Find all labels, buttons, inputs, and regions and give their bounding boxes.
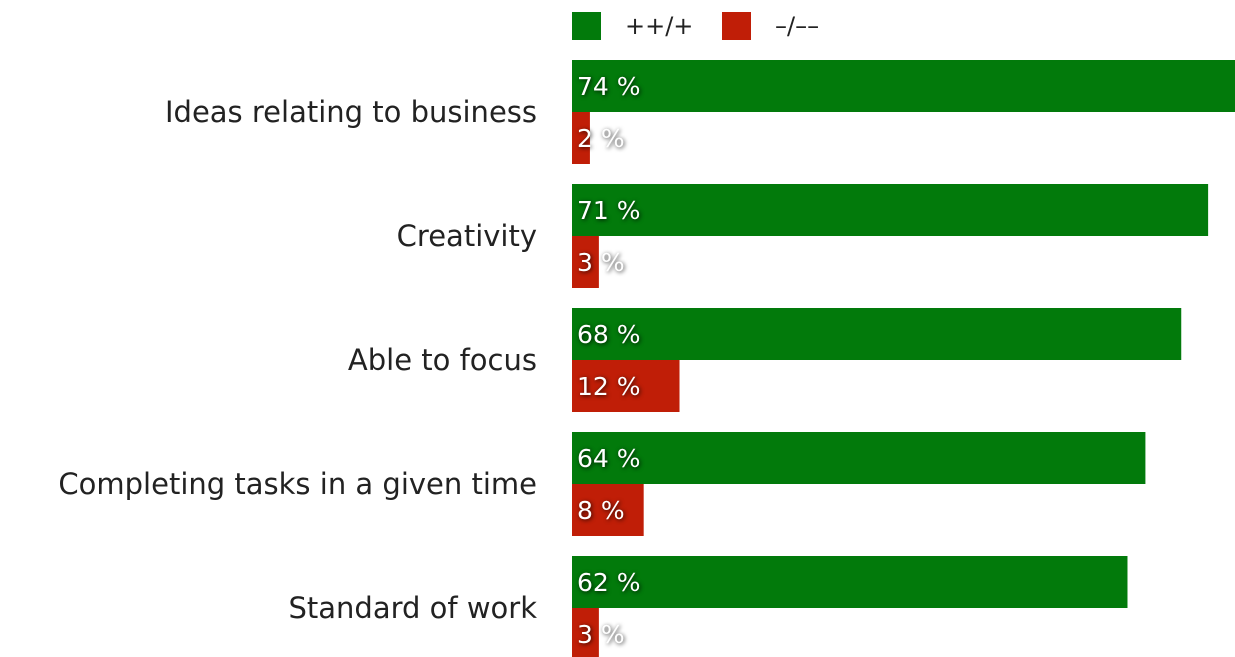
data-label: 74 % (577, 72, 641, 101)
bar (572, 236, 599, 288)
bar (572, 608, 599, 657)
bar (572, 112, 590, 164)
data-label: 68 % (577, 320, 641, 349)
category-label: Able to focus (348, 343, 537, 377)
data-label: 62 % (577, 568, 641, 597)
bar (572, 60, 1235, 112)
legend-swatch (722, 12, 751, 40)
data-label: 3 % (577, 620, 625, 649)
bar (572, 184, 1209, 236)
bar (572, 432, 1146, 484)
legend-label: –/–– (775, 12, 819, 40)
data-label: 64 % (577, 444, 641, 473)
data-label: 8 % (577, 496, 625, 525)
bar (572, 484, 644, 536)
category-label: Completing tasks in a given time (58, 467, 537, 501)
legend-swatch (572, 12, 601, 40)
data-label: 2 % (577, 124, 625, 153)
bar (572, 360, 680, 412)
category-label: Standard of work (289, 591, 538, 625)
bar (572, 556, 1128, 608)
legend-label: ++/+ (625, 12, 693, 40)
bar (572, 308, 1182, 360)
category-label: Creativity (397, 219, 537, 253)
category-label: Ideas relating to business (165, 95, 537, 129)
data-label: 12 % (577, 372, 641, 401)
data-label: 71 % (577, 196, 641, 225)
data-label: 3 % (577, 248, 625, 277)
